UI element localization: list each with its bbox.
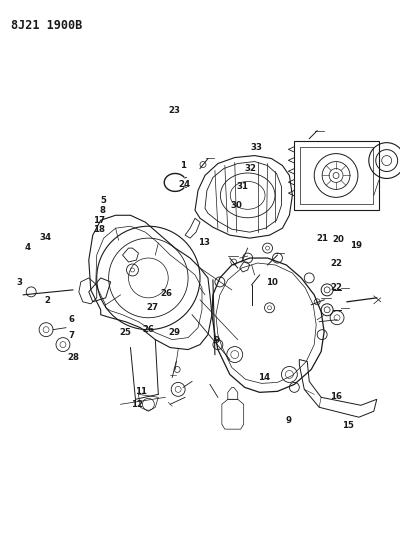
Text: 29: 29 (168, 328, 180, 337)
Text: 14: 14 (258, 373, 270, 382)
Bar (300, 147, 373, 204)
Text: 9: 9 (213, 336, 219, 345)
Text: 10: 10 (266, 278, 278, 287)
Text: 27: 27 (147, 303, 159, 312)
Text: 2: 2 (44, 296, 50, 305)
Text: 23: 23 (168, 106, 180, 115)
Text: 30: 30 (231, 201, 242, 210)
Text: 18: 18 (93, 225, 105, 234)
Text: 4: 4 (24, 244, 30, 253)
Text: 9: 9 (285, 416, 291, 425)
Text: 34: 34 (39, 233, 51, 242)
Text: 3: 3 (16, 278, 22, 287)
Text: 32: 32 (244, 164, 256, 173)
Text: 21: 21 (316, 235, 328, 244)
Text: 8J21 1900B: 8J21 1900B (11, 19, 83, 33)
Bar (294, 141, 379, 211)
Text: 26: 26 (143, 325, 155, 334)
Text: 22: 22 (330, 283, 342, 292)
Text: 22: 22 (330, 260, 342, 268)
Text: 8: 8 (100, 206, 106, 215)
Text: 28: 28 (67, 353, 79, 362)
Text: 1: 1 (180, 161, 186, 170)
Text: 25: 25 (119, 328, 131, 337)
Text: 31: 31 (236, 182, 248, 191)
Text: 19: 19 (350, 241, 362, 250)
Text: 16: 16 (330, 392, 342, 401)
Text: 7: 7 (68, 331, 74, 340)
Text: 33: 33 (250, 143, 262, 152)
Text: 24: 24 (178, 180, 190, 189)
Text: 11: 11 (135, 386, 147, 395)
Text: 15: 15 (342, 421, 354, 430)
Text: 6: 6 (68, 315, 74, 324)
Text: 26: 26 (161, 288, 173, 297)
Text: 12: 12 (131, 400, 143, 409)
Text: 17: 17 (93, 216, 105, 225)
Text: 5: 5 (100, 196, 106, 205)
Text: 20: 20 (332, 236, 344, 245)
Text: 13: 13 (198, 238, 211, 247)
